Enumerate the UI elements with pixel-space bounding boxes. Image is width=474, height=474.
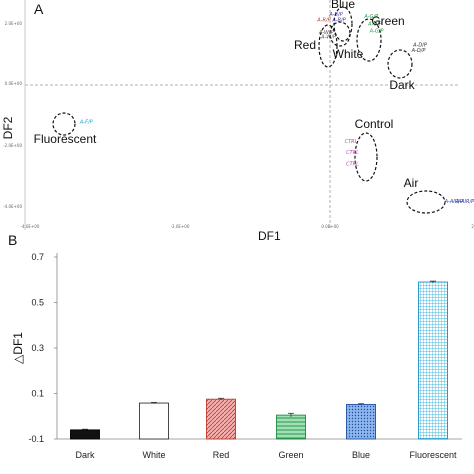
x-tick-label: 0.0E+00: [321, 224, 339, 229]
group-ellipse: [387, 49, 413, 79]
scatter-point: CTRL: [345, 139, 358, 145]
scatter-point: A-AIR/P: [444, 199, 463, 205]
scatter-point: A-AIR/P: [455, 199, 474, 205]
y-tick-label: 0.3: [31, 343, 44, 353]
bar: [70, 429, 100, 440]
panel-a-y-axis-title: DF2: [1, 116, 15, 139]
group-label: Fluorescent: [34, 132, 97, 146]
scatter-point: A-W/P: [318, 30, 334, 36]
y-tick-label: -2.0E+00: [3, 143, 22, 148]
scatter-point: A-R/P: [316, 17, 330, 23]
group-ellipse: [406, 190, 446, 214]
scatter-point: A-W/P: [320, 35, 336, 41]
panel-b-y-axis-title: △DF1: [11, 332, 25, 364]
scatter-point: A-F/P: [79, 120, 93, 126]
panel-a: A -4.0E+00 -2.0E+00 0.0E+00 2.0E+00 2.0E+00 0…: [1, 0, 474, 243]
y-tick-label: 0.0E+00: [5, 81, 23, 86]
group-label: Red: [294, 38, 316, 52]
group-label: Dark: [389, 78, 415, 92]
scatter-point: A-B/P: [328, 12, 342, 18]
y-tick-label: -4.0E+00: [3, 204, 22, 209]
group-label: Air: [404, 176, 419, 190]
scatter-point: CTRL: [346, 150, 359, 156]
x-tick-label: Blue: [352, 450, 370, 460]
x-tick-label: Dark: [75, 450, 95, 460]
scatter-point: A-D/P: [411, 48, 426, 54]
scatter-point: A-B/P: [331, 17, 345, 23]
bar: [276, 414, 306, 440]
x-tick-label: Fluorescent: [409, 450, 457, 460]
panel-b: B 0.7 0.5 0.3 0.1 -0.1 Dark White Red Green Blue…: [8, 232, 462, 460]
y-tick-label: 0.1: [31, 389, 44, 399]
scatter-point: CTRL: [346, 162, 359, 168]
group-label: Blue: [331, 0, 355, 11]
scatter-point: A-D/P: [412, 42, 427, 48]
bar: [346, 403, 376, 440]
group-label: White: [333, 47, 364, 61]
x-tick-label: -2.0E+00: [171, 224, 190, 229]
y-tick-label: 0.5: [31, 298, 44, 308]
x-tick-label: -4.0E+00: [21, 224, 40, 229]
y-tick-label: -0.1: [28, 434, 44, 444]
panel-b-letter: B: [8, 232, 17, 248]
bar: [206, 398, 236, 440]
group-ellipse: [356, 18, 382, 62]
x-tick-label: 2.0E+00: [471, 224, 474, 229]
group-label: Green: [371, 14, 404, 28]
panel-a-x-axis-title: DF1: [258, 229, 281, 243]
group-ellipse: [52, 112, 76, 136]
y-tick-label: 2.0E+00: [5, 21, 23, 26]
x-tick-label: Red: [213, 450, 230, 460]
group-label: Control: [355, 117, 394, 131]
y-tick-label: 0.7: [31, 252, 44, 262]
bar: [139, 402, 169, 440]
x-tick-label: White: [142, 450, 165, 460]
scatter-point: A-G/P: [367, 21, 382, 27]
group-ellipse: [354, 132, 378, 182]
bar: [418, 281, 448, 440]
panel-a-letter: A: [34, 1, 44, 17]
group-ellipse: [329, 21, 351, 47]
scatter-point: A-G/P: [363, 14, 378, 20]
x-tick-label: Green: [278, 450, 303, 460]
scatter-point: A-G/P: [369, 28, 384, 34]
